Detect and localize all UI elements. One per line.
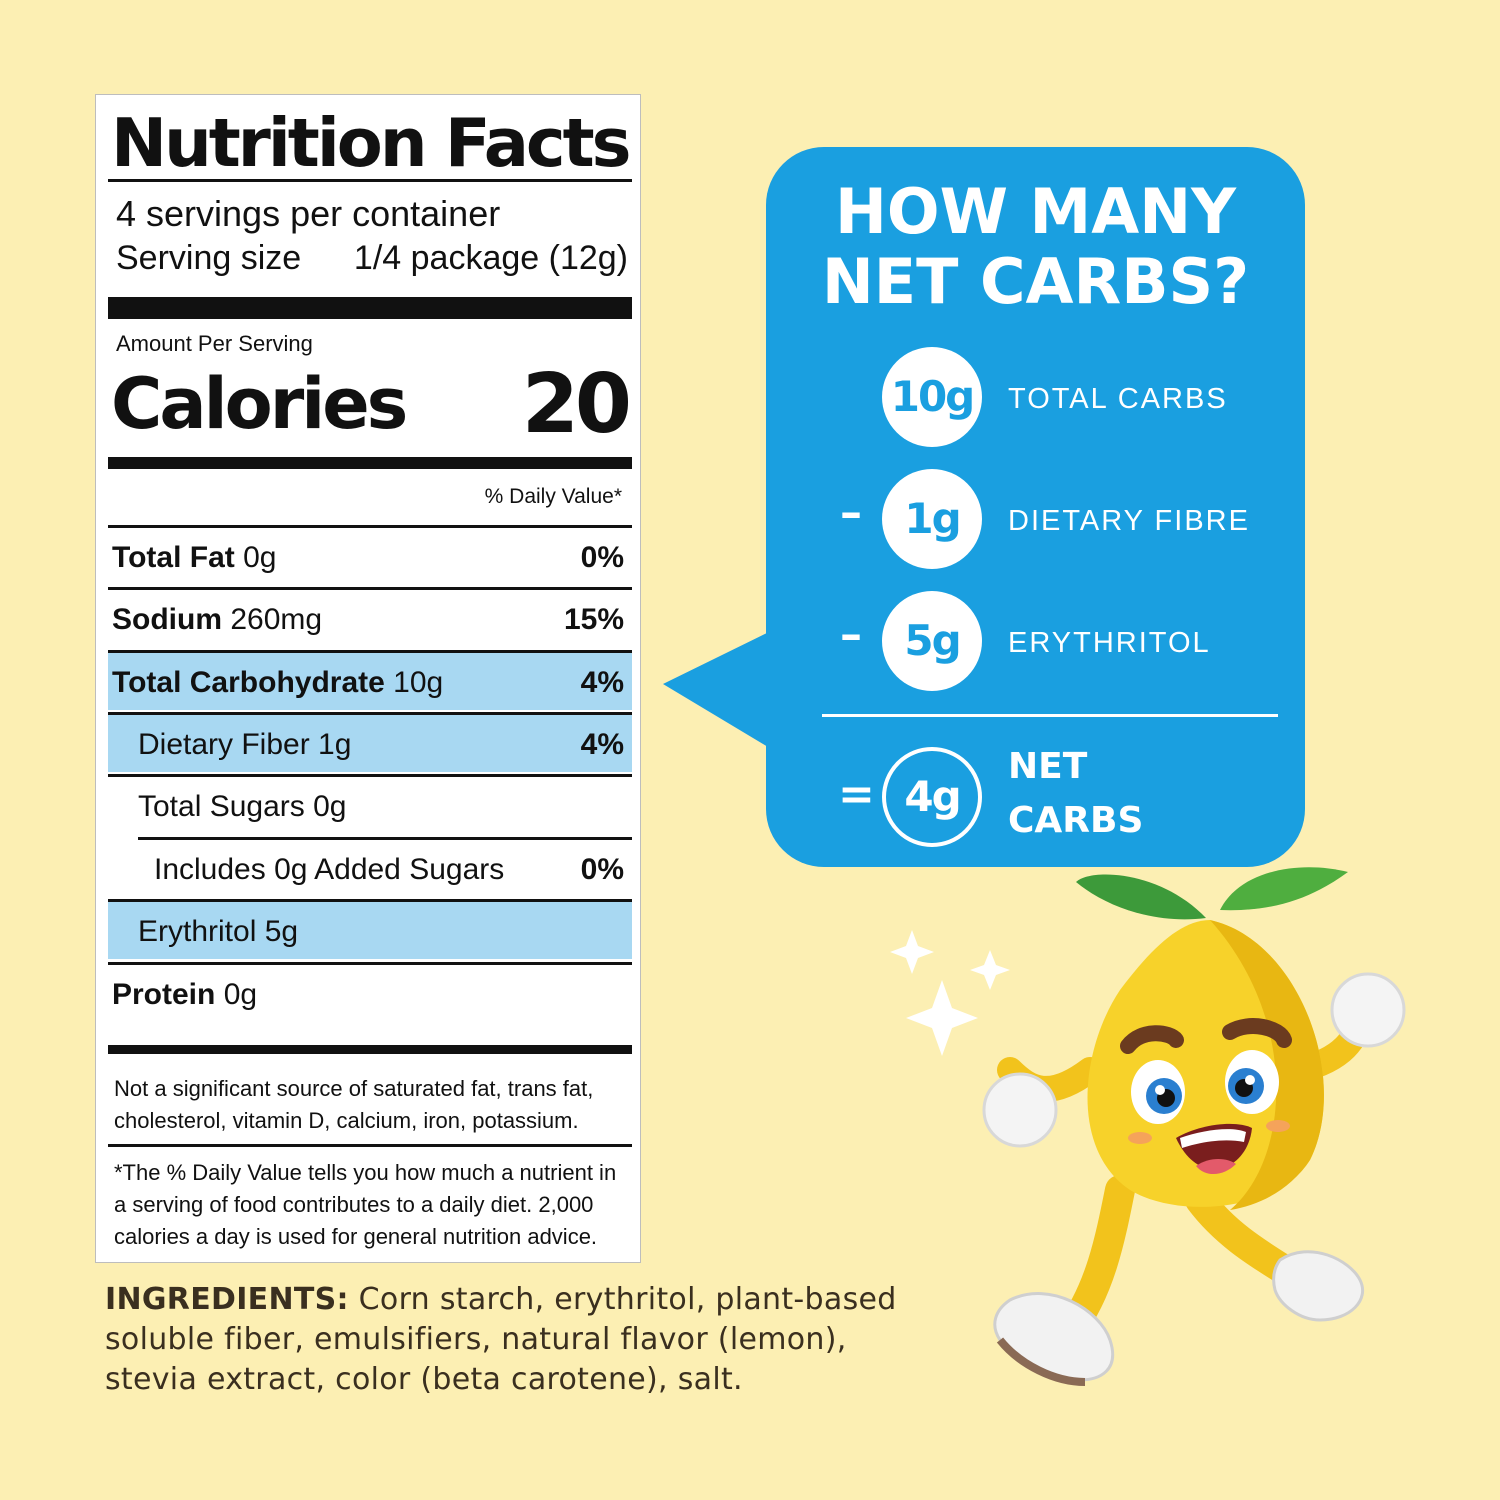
thick-divider xyxy=(108,457,632,469)
footnote-line: Not a significant source of saturated fa… xyxy=(114,1076,594,1101)
calories-value: 20 xyxy=(521,357,632,452)
amount-per-serving: Amount Per Serving xyxy=(116,331,313,356)
nutrient-row-protein: Protein 0g xyxy=(108,962,632,1022)
erythritol-circle: 5g xyxy=(882,591,982,691)
serving-size-value: 1/4 package (12g) xyxy=(353,239,628,277)
nutrient-name: Includes 0g Added Sugars xyxy=(154,853,505,886)
net-carbs-bubble: HOW MANY NET CARBS? 10g TOTAL CARBS – 1g… xyxy=(766,147,1305,867)
nutrient-name: Erythritol 5g xyxy=(138,915,299,948)
footnote-line: cholesterol, vitamin D, calcium, iron, p… xyxy=(114,1108,579,1133)
nutrient-name: Total Sugars 0g xyxy=(138,790,347,823)
net-label-line: CARBS xyxy=(1008,800,1144,841)
nutrient-row-total-sugars: Total Sugars 0g xyxy=(108,774,632,834)
nutrient-dv: 15% xyxy=(563,603,624,636)
nutrient-name: Total Fat xyxy=(112,541,235,574)
net-label-line: NET xyxy=(1008,746,1088,787)
nutrient-amount: 260mg xyxy=(230,603,323,636)
nutrient-row-total-fat: Total Fat 0g 0% xyxy=(108,525,632,585)
ingredients-list: Corn starch, erythritol, plant-based sol… xyxy=(105,1282,897,1397)
dietary-fibre-circle: 1g xyxy=(882,469,982,569)
title-line: HOW MANY xyxy=(834,175,1237,248)
nutrient-row-total-carbohydrate: Total Carbohydrate 10g 4% xyxy=(108,650,632,710)
divider xyxy=(108,179,632,182)
nutrient-row-sodium: Sodium 260mg 15% xyxy=(108,587,632,647)
net-carbs-title: HOW MANY NET CARBS? xyxy=(766,177,1305,317)
speech-bubble-tail xyxy=(663,630,773,750)
divider xyxy=(108,1144,632,1147)
thick-divider xyxy=(108,1045,632,1054)
calories-label: Calories xyxy=(111,363,408,445)
total-carbs-label: TOTAL CARBS xyxy=(1008,383,1228,415)
nutrient-row-erythritol: Erythritol 5g xyxy=(108,899,632,959)
nutrient-dv: 4% xyxy=(580,728,624,761)
nutrition-facts-label: Nutrition Facts 4 servings per container… xyxy=(95,94,641,1263)
nutrient-row-added-sugars: Includes 0g Added Sugars 0% xyxy=(138,837,632,897)
footnote-line: calories a day is used for general nutri… xyxy=(114,1224,598,1249)
thick-divider xyxy=(108,297,632,319)
nutrient-name: Total Carbohydrate xyxy=(112,666,385,699)
minus-sign: – xyxy=(840,609,862,660)
nutrient-name: Protein xyxy=(112,978,216,1011)
nutrient-dv: 0% xyxy=(580,853,624,886)
bubble-divider xyxy=(822,714,1278,717)
dietary-fibre-label: DIETARY FIBRE xyxy=(1008,505,1250,537)
footnote-line: a serving of food contributes to a daily… xyxy=(114,1192,594,1217)
equals-sign: = xyxy=(838,769,875,820)
total-carbs-circle: 10g xyxy=(882,347,982,447)
erythritol-label: ERYTHRITOL xyxy=(1008,627,1211,659)
lemon-mascot-icon xyxy=(890,867,1406,1386)
nutrition-facts-title: Nutrition Facts xyxy=(111,104,632,182)
ingredients-text: INGREDIENTS: Corn starch, erythritol, pl… xyxy=(105,1280,935,1400)
nutrient-row-dietary-fiber: Dietary Fiber 1g 4% xyxy=(108,712,632,772)
nutrient-name: Dietary Fiber 1g xyxy=(138,728,352,761)
title-line: NET CARBS? xyxy=(821,245,1250,318)
footnote-daily-value: *The % Daily Value tells you how much a … xyxy=(114,1157,616,1253)
minus-sign: – xyxy=(840,487,862,538)
net-carbs-label: NET CARBS xyxy=(1008,740,1143,848)
nutrient-amount: 0g xyxy=(223,978,258,1011)
servings-per-container: 4 servings per container xyxy=(116,193,501,234)
nutrient-dv: 0% xyxy=(580,541,624,574)
nutrient-amount: 10g xyxy=(393,666,444,699)
footnote-not-significant: Not a significant source of saturated fa… xyxy=(114,1073,593,1137)
nutrient-name: Sodium xyxy=(112,603,222,636)
nutrient-dv: 4% xyxy=(580,666,624,699)
nutrient-amount: 0g xyxy=(243,541,277,574)
serving-size-label: Serving size xyxy=(116,239,302,277)
daily-value-header: % Daily Value* xyxy=(484,485,622,508)
ingredients-label: INGREDIENTS: xyxy=(105,1282,349,1317)
net-carbs-circle: 4g xyxy=(882,747,982,847)
footnote-line: *The % Daily Value tells you how much a … xyxy=(114,1160,617,1185)
